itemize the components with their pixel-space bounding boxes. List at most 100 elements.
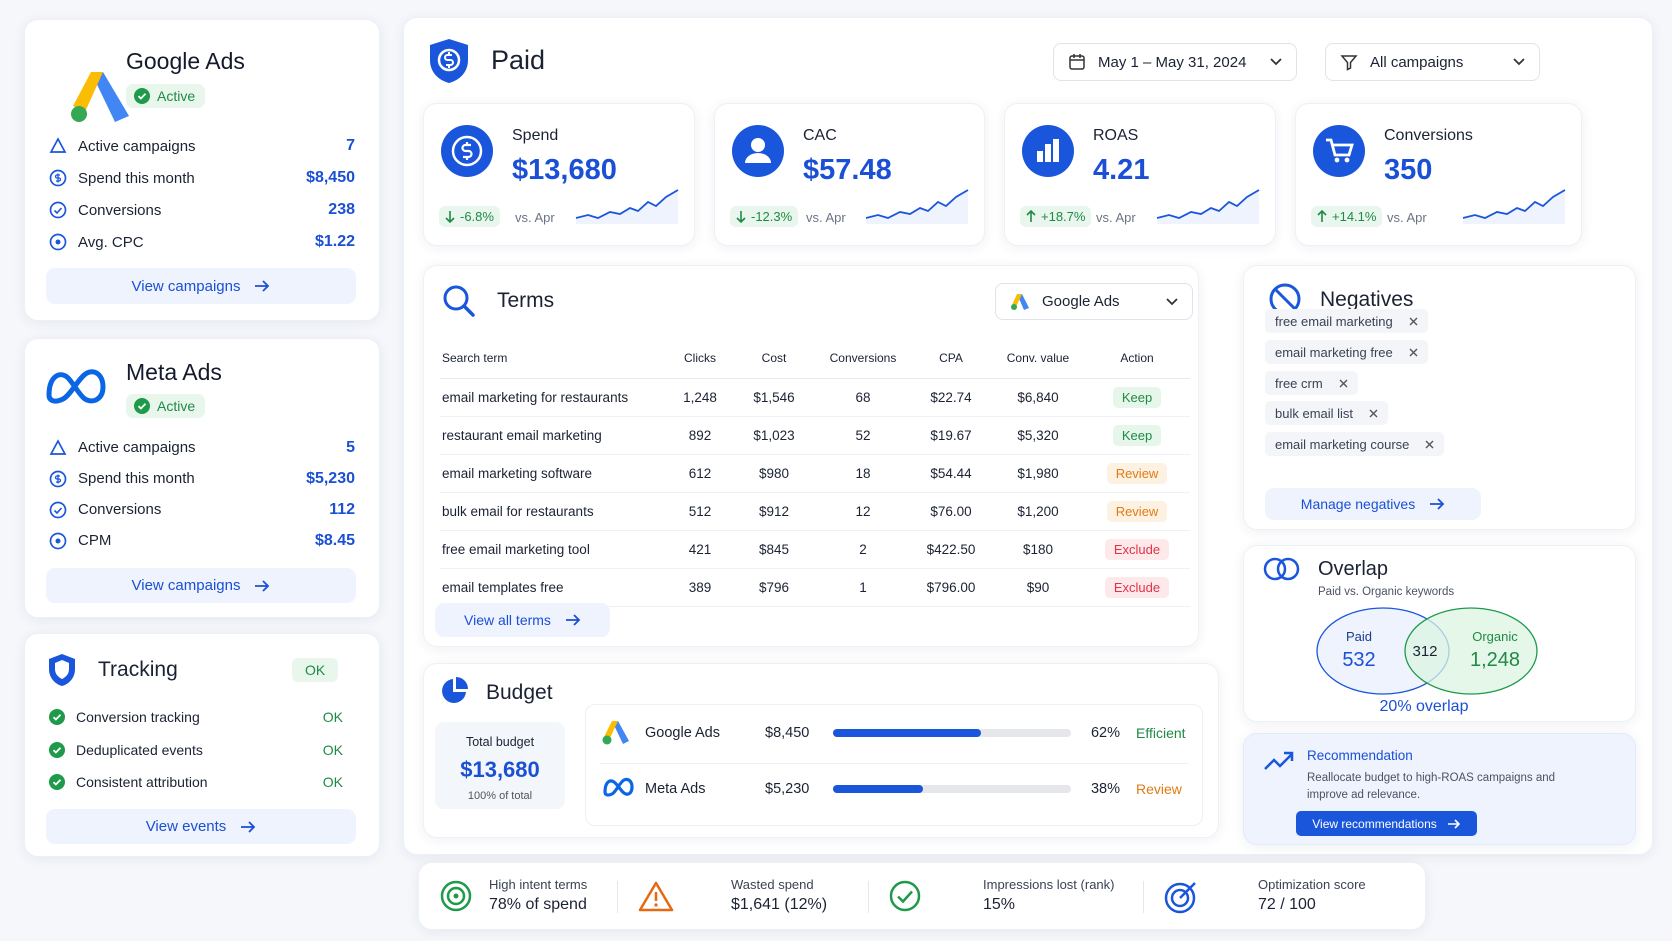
insight-value: 72 / 100: [1258, 896, 1316, 913]
kpi-change: +18.7%: [1020, 206, 1092, 227]
button-label: View campaigns: [131, 577, 241, 594]
total-value: $13,680: [460, 757, 540, 782]
column-header: Search term: [440, 338, 668, 379]
view-campaigns-button[interactable]: View campaigns: [46, 568, 356, 603]
metric-value: 238: [328, 201, 355, 218]
action-badge[interactable]: Keep: [1112, 425, 1162, 446]
keyword: email marketing free: [1275, 344, 1393, 360]
divider: [600, 763, 1188, 764]
cell: Keep: [1084, 416, 1190, 455]
cell: 68: [816, 378, 910, 417]
keyword-chip: email marketing course: [1265, 432, 1445, 456]
share-bar: [833, 729, 981, 737]
cell: $422.50: [910, 530, 992, 569]
kpi-icon: [1313, 125, 1365, 182]
insight-value: 78% of spend: [489, 896, 587, 913]
remove-keyword[interactable]: [1409, 314, 1418, 329]
cell: email marketing for restaurants: [440, 378, 668, 417]
paid-label: Paid: [1345, 629, 1373, 644]
cell: free email marketing tool: [440, 530, 668, 569]
bar-track: [833, 785, 1071, 793]
cell: Review: [1084, 454, 1190, 493]
manage-negatives-button[interactable]: Manage negatives: [1265, 488, 1481, 520]
metrics: Active campaigns 7 Spend this month $8,450 C…: [49, 130, 355, 258]
change-value: -6.8%: [460, 209, 494, 224]
cell: $1,200: [992, 492, 1084, 531]
sparkline: [574, 188, 680, 229]
header-row: Search term Clicks Cost Conversions CPA Conv.…: [440, 338, 1190, 379]
view-recommendations-button[interactable]: View recommendations: [1296, 811, 1477, 836]
google-ads-logo: [71, 72, 129, 122]
tracking-row: Consistent attribution OK: [49, 766, 355, 799]
kpi-value: 350: [1384, 154, 1433, 186]
channels: Google Ads $8,450 62% Efficient Meta Ads $5,2…: [585, 704, 1203, 826]
column-header: Action: [1084, 338, 1190, 379]
metric-value: 7: [346, 137, 355, 154]
card-title: Overlap: [1318, 558, 1389, 580]
cell: $912: [732, 492, 816, 531]
date-range-dropdown[interactable]: May 1 – May 31, 2024: [1053, 43, 1297, 81]
action-badge[interactable]: Review: [1106, 463, 1168, 484]
insight-label: Impressions lost (rank): [983, 877, 1115, 892]
card-title: Google Ads: [126, 48, 245, 74]
metric-label: Active campaigns: [78, 439, 196, 456]
date-range: May 1 – May 31, 2024: [1098, 53, 1247, 71]
source-dropdown[interactable]: Google Ads: [995, 283, 1193, 320]
remove-keyword[interactable]: [1409, 345, 1418, 360]
kpi-label: CAC: [803, 127, 837, 144]
kpi-label: ROAS: [1093, 127, 1139, 144]
tracking-card: Tracking OK Conversion tracking OK Dedupli…: [24, 633, 380, 857]
share-label: 38%: [1090, 781, 1120, 797]
cell: $845: [732, 530, 816, 569]
metric-label: Conversions: [78, 201, 162, 219]
divider: [617, 881, 618, 913]
negatives-card: Negatives Manage negatives free email ma…: [1243, 265, 1636, 530]
action-badge[interactable]: Review: [1106, 501, 1168, 522]
action-badge[interactable]: Exclude: [1104, 577, 1170, 598]
kpi-compare: vs. Apr: [515, 210, 555, 225]
insight-icon: [1164, 880, 1198, 919]
metrics: Active campaigns 5 Spend this month $5,230 C…: [49, 432, 355, 556]
insight-label: Wasted spend: [731, 877, 814, 892]
metric-value: 112: [329, 500, 355, 518]
metric-row: Spend this month $8,450: [49, 162, 355, 194]
sparkline: [864, 188, 970, 229]
insight-value: 15%: [983, 896, 1016, 913]
card-subtitle: Paid vs. Organic keywords: [1318, 586, 1455, 598]
cell: $980: [732, 454, 816, 493]
kpi-compare: vs. Apr: [1387, 210, 1427, 225]
kpi-compare: vs. Apr: [806, 210, 846, 225]
status-badge: OK: [292, 658, 339, 682]
status-pill: Active: [126, 84, 206, 108]
button-label: View events: [145, 818, 227, 835]
action-badge[interactable]: Keep: [1112, 387, 1162, 408]
tracking-label: Consistent attribution: [76, 774, 208, 791]
channel-name: Meta Ads: [645, 781, 706, 797]
cell: Review: [1084, 492, 1190, 531]
view-events-button[interactable]: View events: [46, 809, 356, 844]
terms-card: Terms Google Ads Search term Clicks Cost Co…: [423, 265, 1199, 647]
remove-keyword[interactable]: [1339, 376, 1348, 391]
remove-keyword[interactable]: [1425, 437, 1434, 452]
cell: 1: [816, 568, 910, 607]
organic-label: Organic: [1472, 629, 1518, 644]
cell: $76.00: [910, 492, 992, 531]
channel-amount: $5,230: [765, 781, 810, 797]
keyword-chip: free email marketing: [1265, 309, 1428, 333]
insight-icon: [440, 880, 472, 917]
recommendation-card: Recommendation Reallocate budget to high…: [1243, 733, 1636, 845]
view-campaigns-button[interactable]: View campaigns: [46, 268, 356, 304]
divider: [868, 881, 869, 913]
kpi-card: Spend $13,680 -6.8% vs. Apr: [423, 103, 695, 246]
cell: 18: [816, 454, 910, 493]
change-value: +14.1%: [1332, 209, 1377, 224]
kpi-card: Conversions 350 +14.1% vs. Apr: [1295, 103, 1582, 246]
campaign-filter-dropdown[interactable]: All campaigns: [1325, 43, 1540, 81]
action-badge[interactable]: Exclude: [1104, 539, 1170, 560]
remove-keyword[interactable]: [1369, 406, 1378, 421]
view-all-terms-button[interactable]: View all terms: [435, 603, 610, 637]
status: Active: [157, 398, 196, 414]
cell: 1,248: [668, 378, 732, 417]
kpi-icon: [732, 125, 784, 182]
tracking-status: OK: [322, 774, 343, 791]
